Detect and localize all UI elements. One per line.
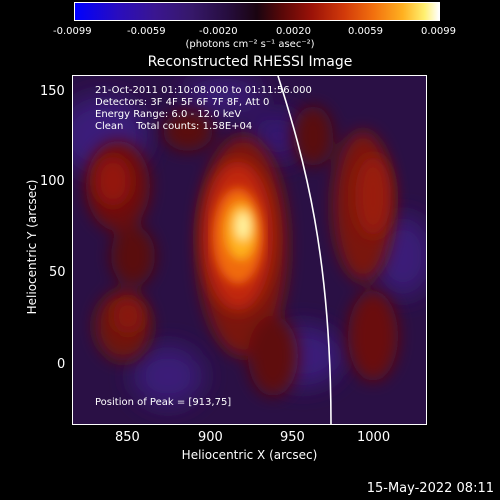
colorbar-tick: -0.0059 — [127, 26, 166, 37]
time-range: 21-Oct-2011 01:10:08.000 to 01:11:56.000 — [95, 85, 312, 96]
y-axis-label: Heliocentric Y (arcsec) — [25, 179, 39, 315]
detectors-info: Detectors: 3F 4F 5F 6F 7F 8F, Att 0 — [95, 97, 270, 108]
y-tick: 0 — [57, 357, 66, 372]
total-counts: Clean Total counts: 1.58E+04 — [95, 121, 253, 132]
colorbar-units: (photons cm⁻² s⁻¹ asec⁻²) — [185, 39, 315, 50]
timestamp: 15-May-2022 08:11 — [366, 481, 494, 496]
x-tick: 950 — [280, 430, 305, 445]
energy-range: Energy Range: 6.0 - 12.0 keV — [95, 109, 242, 120]
y-tick: 50 — [49, 265, 66, 280]
colorbar-tick: 0.0020 — [276, 26, 311, 37]
colorbar-tick: 0.0099 — [421, 26, 456, 37]
x-tick: 850 — [115, 430, 140, 445]
colorbar-tick: -0.0099 — [53, 26, 92, 37]
colorbar — [74, 2, 440, 21]
colorbar-tick: -0.0020 — [199, 26, 238, 37]
y-tick: 100 — [40, 174, 65, 189]
y-tick: 150 — [40, 84, 65, 99]
x-tick: 1000 — [357, 430, 391, 445]
solar-limb-line — [277, 76, 332, 424]
colorbar-tick: 0.0059 — [348, 26, 383, 37]
peak-position: Position of Peak = [913,75] — [95, 397, 232, 408]
x-tick: 900 — [198, 430, 223, 445]
x-axis-label: Heliocentric X (arcsec) — [181, 448, 318, 462]
rhessi-image-plot — [72, 75, 427, 425]
rhessi-image — [73, 76, 426, 424]
plot-title: Reconstructed RHESSI Image — [147, 54, 353, 70]
